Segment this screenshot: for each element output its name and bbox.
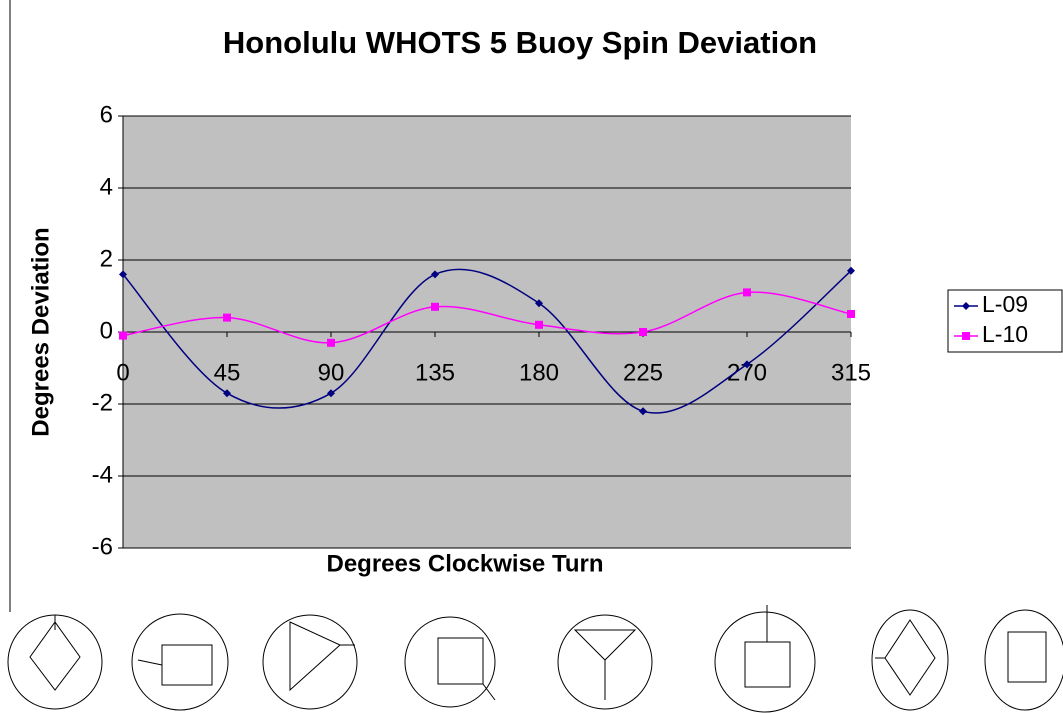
marker [743, 288, 751, 296]
y-tick-label: 4 [100, 173, 113, 200]
chart: Honolulu WHOTS 5 Buoy Spin Deviation Deg… [0, 0, 1063, 713]
x-tick-label: 180 [519, 359, 559, 386]
marker [327, 339, 335, 347]
y-tick-label: 0 [100, 317, 113, 344]
y-tick-label: -4 [92, 461, 113, 488]
y-tick-label: 6 [100, 101, 113, 128]
marker [431, 303, 439, 311]
y-tick-label: -2 [92, 389, 113, 416]
x-tick-label: 90 [318, 359, 345, 386]
marker [847, 310, 855, 318]
y-tick-label: 2 [100, 245, 113, 272]
marker [223, 314, 231, 322]
x-tick-label: 45 [214, 359, 241, 386]
y-axis-label: Degrees Deviation [27, 227, 54, 436]
x-tick-label: 135 [415, 359, 455, 386]
x-tick-label: 225 [623, 359, 663, 386]
x-axis-label: Degrees Clockwise Turn [327, 550, 604, 577]
page: {"chart_data": {"type": "line", "title":… [0, 0, 1063, 713]
legend-marker [962, 332, 970, 340]
buoy-icons [8, 605, 1063, 712]
chart-title: Honolulu WHOTS 5 Buoy Spin Deviation [223, 25, 817, 60]
marker [535, 321, 543, 329]
x-tick-label: 315 [831, 359, 871, 386]
marker [119, 332, 127, 340]
marker [639, 328, 647, 336]
y-tick-label: -6 [92, 533, 113, 560]
x-tick-label: 0 [116, 359, 129, 386]
legend-label: L-09 [982, 291, 1028, 317]
legend-label: L-10 [982, 321, 1028, 347]
